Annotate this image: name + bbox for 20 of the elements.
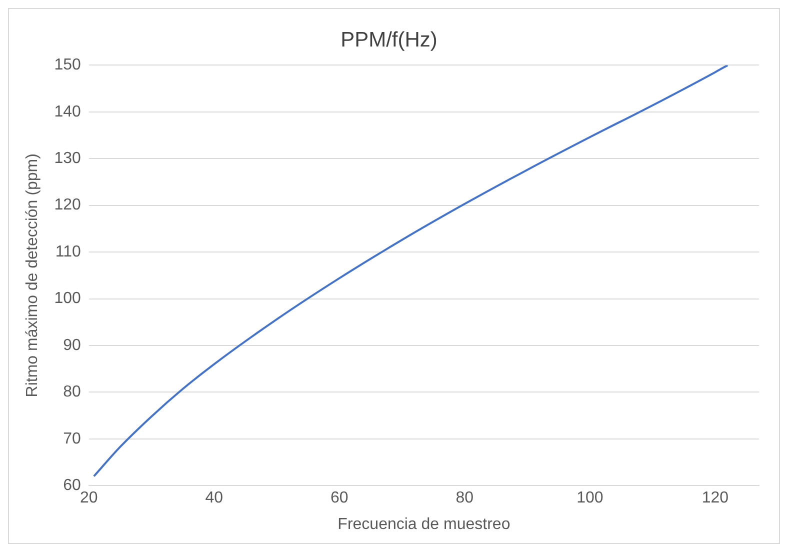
- y-tick-label: 120: [54, 196, 81, 214]
- y-tick-label: 60: [63, 477, 81, 494]
- x-tick-label: 100: [576, 490, 604, 507]
- y-tick-label: 150: [54, 56, 81, 74]
- x-tick-label: 20: [80, 490, 98, 507]
- y-tick-label: 140: [54, 103, 81, 120]
- x-tick-label: 80: [456, 490, 474, 507]
- x-tick-label: 60: [330, 490, 348, 507]
- x-axis-title: Frecuencia de muestreo: [338, 516, 510, 533]
- y-tick-label: 110: [55, 243, 81, 260]
- y-tick-label: 100: [54, 290, 81, 308]
- x-tick-label: 40: [205, 490, 224, 507]
- line-series: [92, 65, 729, 478]
- y-tick-label: 90: [63, 336, 81, 354]
- y-tick-label: 130: [54, 150, 81, 168]
- y-axis-title: Ritmo máximo de detección (ppm): [24, 154, 42, 398]
- y-tick-label: 70: [63, 430, 81, 448]
- chart-title: PPM/f(Hz): [340, 28, 438, 52]
- y-tick-label: 80: [63, 384, 81, 401]
- x-tick-label: 120: [702, 490, 729, 507]
